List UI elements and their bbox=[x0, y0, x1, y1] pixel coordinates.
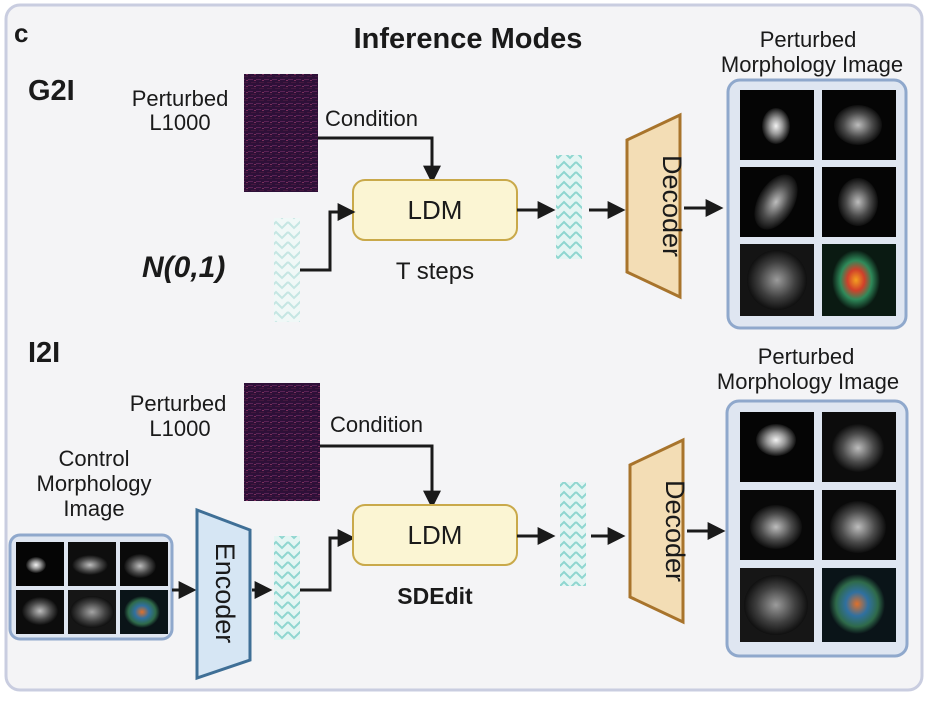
g2i-output-image-grid bbox=[726, 78, 908, 330]
panel-background bbox=[4, 3, 924, 692]
i2i-input-label-line2: L1000 bbox=[149, 416, 210, 441]
i2i-latent-arrow bbox=[300, 529, 356, 592]
i2i-encoder-label: Encoder bbox=[210, 543, 240, 644]
i2i-output-label-line2: Morphology Image bbox=[717, 369, 899, 394]
g2i-output-label-line1: Perturbed bbox=[760, 27, 857, 52]
g2i-noise-label: N(0,1) bbox=[142, 251, 225, 284]
i2i-encoder-block bbox=[195, 507, 252, 681]
i2i-decoder-label: Decoder bbox=[660, 480, 690, 582]
i2i-method-label: SDEdit bbox=[397, 583, 473, 609]
i2i-output-latent bbox=[560, 482, 586, 586]
panel-letter: c bbox=[14, 18, 28, 48]
g2i-noise-arrow bbox=[300, 203, 356, 272]
g2i-l1000-heatmap bbox=[244, 74, 318, 192]
g2i-input-label-line1: Perturbed bbox=[132, 86, 229, 111]
g2i-decoder-label: Decoder bbox=[657, 155, 687, 257]
g2i-noise-latent bbox=[274, 218, 300, 322]
g2i-steps-label: T steps bbox=[396, 258, 474, 285]
i2i-output-image-grid bbox=[725, 399, 909, 658]
g2i-output-latent bbox=[556, 155, 582, 259]
figure-title: Inference Modes bbox=[354, 23, 583, 55]
i2i-condition-arrow bbox=[320, 444, 441, 509]
i2i-decoder-block bbox=[628, 437, 685, 625]
g2i-output-label-line2: Morphology Image bbox=[721, 52, 903, 77]
i2i-output-label-line1: Perturbed bbox=[758, 344, 855, 369]
i2i-control-image-grid bbox=[8, 533, 174, 641]
i2i-control-label-line1: Control bbox=[59, 446, 130, 471]
g2i-condition-arrow bbox=[318, 136, 441, 184]
i2i-ldm-label: LDM bbox=[408, 520, 463, 550]
i2i-mode-label: I2I bbox=[28, 337, 60, 369]
g2i-ldm-label: LDM bbox=[408, 195, 463, 225]
g2i-decoder-block bbox=[625, 112, 682, 300]
i2i-control-label-line2: Morphology bbox=[37, 471, 152, 496]
i2i-l1000-heatmap bbox=[244, 383, 320, 501]
g2i-condition-label: Condition bbox=[325, 106, 418, 131]
i2i-condition-label: Condition bbox=[330, 412, 423, 437]
i2i-input-latent bbox=[274, 536, 300, 640]
i2i-input-label-line1: Perturbed bbox=[130, 391, 227, 416]
g2i-input-label-line2: L1000 bbox=[149, 110, 210, 135]
g2i-mode-label: G2I bbox=[28, 75, 75, 107]
i2i-control-label-line3: Image bbox=[63, 496, 124, 521]
